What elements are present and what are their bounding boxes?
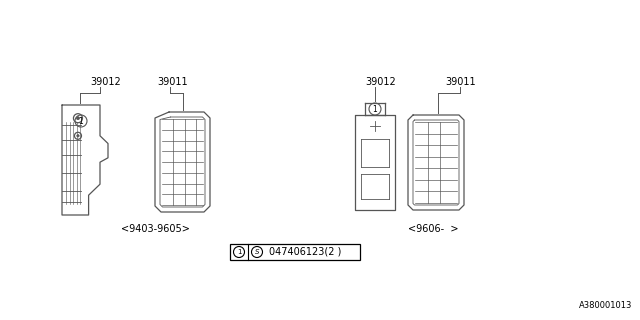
Text: 047406123(2 ): 047406123(2 ) bbox=[269, 247, 341, 257]
Text: 39011: 39011 bbox=[445, 77, 476, 87]
Text: <9606-  >: <9606- > bbox=[408, 224, 458, 234]
Text: 39011: 39011 bbox=[157, 77, 188, 87]
Text: 39012: 39012 bbox=[365, 77, 396, 87]
Text: A380001013: A380001013 bbox=[579, 301, 632, 310]
Text: S: S bbox=[255, 249, 259, 255]
Text: 1: 1 bbox=[237, 249, 241, 255]
Bar bbox=[230, 244, 360, 260]
Text: 39012: 39012 bbox=[90, 77, 121, 87]
Circle shape bbox=[77, 135, 79, 137]
Circle shape bbox=[76, 117, 79, 120]
Text: <9403-9605>: <9403-9605> bbox=[120, 224, 189, 234]
Text: 1: 1 bbox=[79, 116, 83, 125]
Text: 1: 1 bbox=[372, 105, 378, 114]
